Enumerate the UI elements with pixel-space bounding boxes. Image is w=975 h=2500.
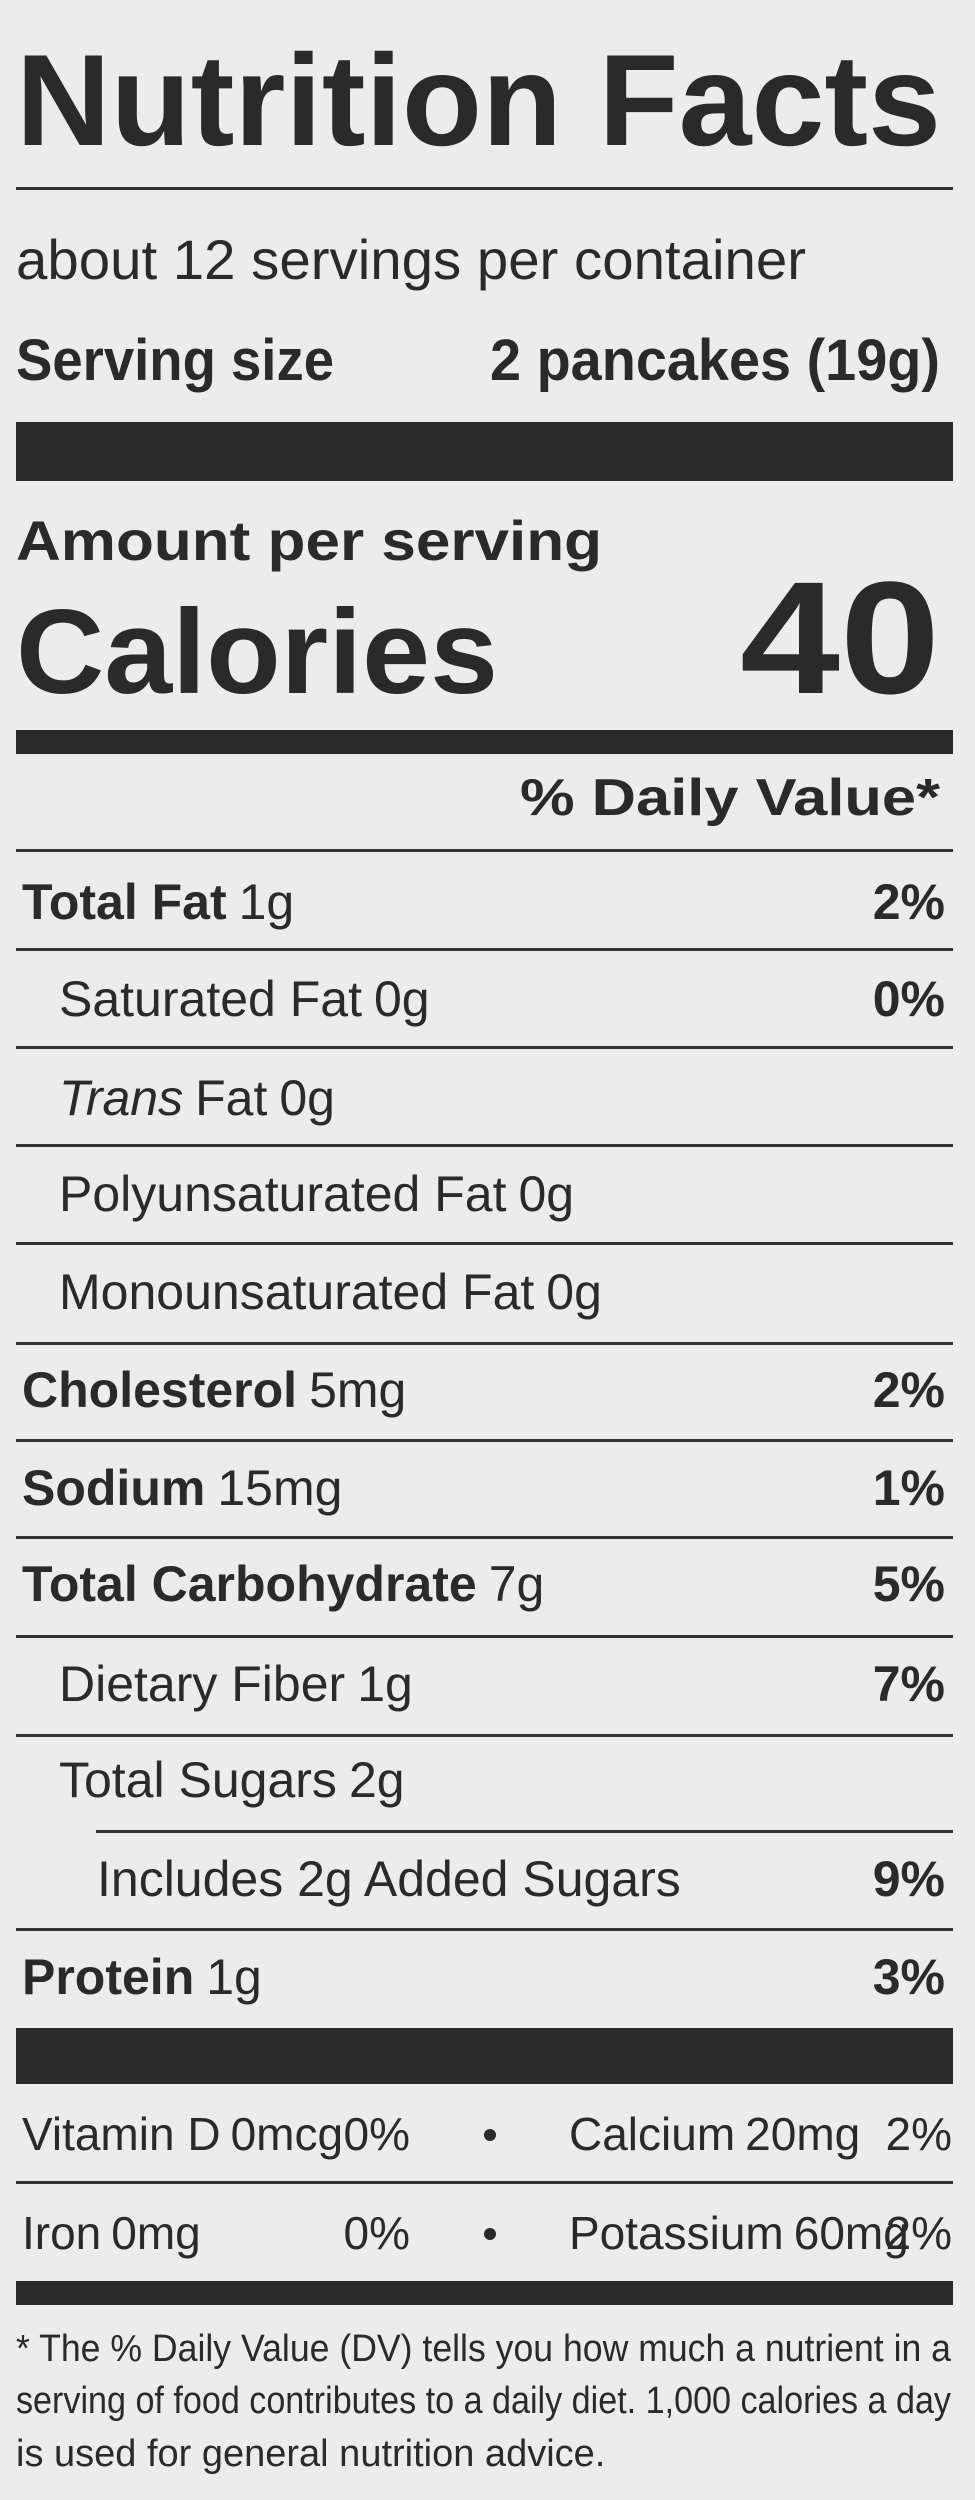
rule xyxy=(96,1830,953,1833)
nutrient-row: Dietary Fiber 1g xyxy=(59,1656,413,1712)
rule xyxy=(16,1144,953,1147)
nutrient-amount: 2g xyxy=(349,1752,405,1808)
nutrient-dv: 9% xyxy=(873,1851,945,1907)
vitamin-dv: 2% xyxy=(886,2108,952,2160)
vitamin-dv: 0% xyxy=(344,2207,410,2259)
vitamin-name: Calcium xyxy=(569,2108,735,2160)
nutrient-amount: 7g xyxy=(489,1556,545,1612)
nutrient-amount: 15mg xyxy=(217,1460,342,1516)
rule xyxy=(16,1342,953,1345)
nutrient-name: Total Fat xyxy=(22,874,227,930)
nutrient-amount: 5mg xyxy=(309,1362,406,1418)
rule xyxy=(16,1242,953,1245)
vitamin: Calcium 20mg xyxy=(569,2108,860,2160)
nutrient-amount: 1g xyxy=(357,1656,413,1712)
nutrient-amount: 0g xyxy=(519,1166,575,1222)
footnote: is used for general nutrition advice. xyxy=(16,2433,605,2475)
rule xyxy=(16,1439,953,1442)
rule xyxy=(16,1536,953,1539)
nutrient-row: Total Carbohydrate 7g xyxy=(22,1556,544,1612)
bullet xyxy=(484,2228,496,2240)
rule xyxy=(16,1046,953,1049)
nutrient-row: Polyunsaturated Fat 0g xyxy=(59,1166,574,1222)
nutrient-row: Includes 2g Added Sugars xyxy=(97,1851,681,1907)
rule xyxy=(16,1928,953,1931)
thick-bar xyxy=(16,422,953,481)
nutrient-row: Saturated Fat 0g xyxy=(59,971,430,1027)
nutrient-dv: 1% xyxy=(873,1460,945,1516)
serving-size-value: 2 pancakes (19g) xyxy=(490,328,940,393)
rule xyxy=(16,187,953,190)
medium-bar xyxy=(16,2281,953,2305)
vitamin-amount: 20mg xyxy=(745,2108,860,2160)
nutrient-amount: 1g xyxy=(239,874,295,930)
rule xyxy=(16,1635,953,1638)
nutrient-amount: 1g xyxy=(206,1949,262,2005)
calories-label: Calories xyxy=(16,585,498,719)
vitamin: Potassium 60mg xyxy=(569,2207,909,2259)
vitamin-amount: 0mg xyxy=(111,2207,200,2259)
nutrient-name: Saturated Fat xyxy=(59,971,362,1027)
rule xyxy=(16,849,953,852)
nutrient-name: Polyunsaturated Fat xyxy=(59,1166,507,1222)
nutrient-dv: 0% xyxy=(873,971,945,1027)
serving-size-label: Serving size xyxy=(16,328,334,393)
vitamin: Iron 0mg xyxy=(22,2207,201,2259)
nutrient-name: Total Carbohydrate xyxy=(22,1556,477,1612)
rule xyxy=(16,2181,953,2184)
vitamin-dv: 2% xyxy=(886,2207,952,2259)
vitamin-amount: 60mg xyxy=(794,2207,909,2259)
nutrient-name: Protein xyxy=(22,1949,194,2005)
amount-per-serving: Amount per serving xyxy=(16,509,602,572)
nutrient-row: Protein 1g xyxy=(22,1949,262,2005)
nutrient-name: Cholesterol xyxy=(22,1362,297,1418)
nutrient-row: Monounsaturated Fat 0g xyxy=(59,1264,602,1320)
bullet xyxy=(484,2129,496,2141)
footnote: serving of food contributes to a daily d… xyxy=(16,2380,951,2422)
nutrient-row: Trans Fat 0g xyxy=(59,1070,335,1126)
vitamin-name: Iron xyxy=(22,2207,101,2259)
nutrient-italic: Trans xyxy=(59,1070,183,1126)
nutrient-name: Fat xyxy=(195,1070,267,1126)
thick-bar xyxy=(16,2028,953,2084)
footnote: * The % Daily Value (DV) tells you how m… xyxy=(16,2328,952,2370)
nutrient-dv: 2% xyxy=(873,874,945,930)
calories-value: 40 xyxy=(740,548,940,727)
vitamin-name: Vitamin D xyxy=(22,2108,221,2160)
rule xyxy=(16,1734,953,1737)
rule xyxy=(16,948,953,951)
nutrient-row: Sodium 15mg xyxy=(22,1460,342,1516)
vitamin: Vitamin D 0mcg xyxy=(22,2108,343,2160)
title: Nutrition Facts xyxy=(16,27,941,173)
nutrient-amount: 0g xyxy=(546,1264,602,1320)
nutrient-dv: 3% xyxy=(873,1949,945,2005)
nutrient-dv: 5% xyxy=(873,1556,945,1612)
nutrient-amount: 0g xyxy=(374,971,430,1027)
nutrient-row: Total Sugars 2g xyxy=(59,1752,405,1808)
vitamin-amount: 0mcg xyxy=(231,2108,343,2160)
nutrient-name: Monounsaturated Fat xyxy=(59,1264,534,1320)
dv-header: % Daily Value* xyxy=(520,769,941,827)
nutrient-name: Includes 2g Added Sugars xyxy=(97,1851,681,1907)
nutrient-name: Dietary Fiber xyxy=(59,1656,345,1712)
nutrient-amount: 0g xyxy=(279,1070,335,1126)
vitamin-dv: 0% xyxy=(344,2108,410,2160)
nutrient-dv: 7% xyxy=(873,1656,945,1712)
nutrient-dv: 2% xyxy=(873,1362,945,1418)
medium-bar xyxy=(16,730,953,754)
servings: about 12 servings per container xyxy=(16,228,806,291)
nutrient-name: Sodium xyxy=(22,1460,205,1516)
nutrient-row: Total Fat 1g xyxy=(22,874,294,930)
nutrient-row: Cholesterol 5mg xyxy=(22,1362,406,1418)
vitamin-name: Potassium xyxy=(569,2207,784,2259)
nutrient-name: Total Sugars xyxy=(59,1752,337,1808)
